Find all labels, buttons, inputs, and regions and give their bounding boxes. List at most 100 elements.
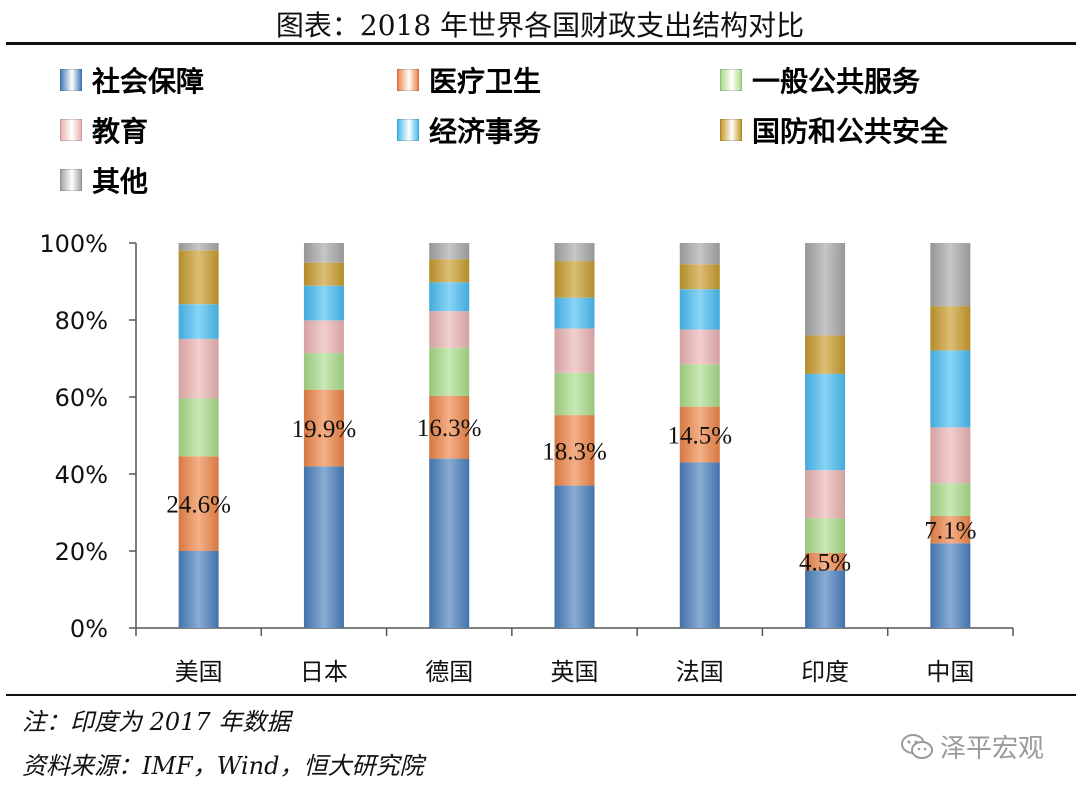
legend-swatch [720, 119, 742, 141]
x-tick-label: 印度 [801, 658, 849, 686]
legend-swatch [397, 69, 419, 91]
bar-segment [679, 462, 720, 628]
legend-item: 医疗卫生 [397, 60, 541, 100]
bar-segment [429, 259, 470, 283]
legend-swatch [60, 169, 82, 191]
bar-segment [679, 289, 720, 330]
bar-segment [178, 551, 219, 628]
legend-label: 一般公共服务 [752, 65, 921, 98]
y-tick-label: 60% [55, 384, 108, 412]
legend-label: 其他 [92, 165, 149, 198]
bar-segment [303, 285, 344, 321]
bar-segment [429, 395, 470, 459]
data-label: 19.9% [292, 416, 357, 443]
bar-segment [429, 243, 470, 260]
legend-swatch [60, 119, 82, 141]
bar-segment [554, 297, 595, 329]
bar-segment [303, 243, 344, 263]
x-tick-label: 法国 [676, 658, 724, 686]
bar-segment [930, 427, 971, 484]
bar-segment [679, 264, 720, 290]
bar-segment [930, 483, 971, 516]
bar-segment [303, 353, 344, 390]
bar-segment [429, 458, 470, 628]
bar-segment [178, 456, 219, 551]
data-label: 4.5% [799, 550, 851, 577]
bar-segment [303, 320, 344, 354]
bar-segment [554, 372, 595, 416]
bar-segment [679, 406, 720, 463]
bar-segment [930, 306, 971, 351]
legend-item: 其他 [60, 160, 148, 200]
y-tick-label: 80% [55, 307, 108, 335]
legend-label: 医疗卫生 [429, 65, 542, 98]
bar-segment [930, 350, 971, 428]
legend-label: 教育 [92, 115, 149, 148]
bar-segment [805, 518, 846, 553]
y-tick-label: 0% [70, 615, 108, 643]
y-tick-label: 40% [55, 461, 108, 489]
legend-swatch [60, 69, 82, 91]
bar-segment [178, 250, 219, 305]
top-rule [6, 42, 1076, 45]
x-tick-label: 中国 [926, 658, 974, 686]
bar-segment [805, 470, 846, 519]
bottom-rule [6, 694, 1076, 696]
data-label: 16.3% [417, 415, 482, 442]
legend-item: 一般公共服务 [720, 60, 920, 100]
chart-note: 注：印度为 2017 年数据 [22, 708, 291, 736]
legend-item: 国防和公共安全 [720, 110, 948, 150]
bar-segment [178, 243, 219, 251]
watermark: 泽平宏观 [900, 728, 1044, 765]
bar-segment [178, 304, 219, 339]
bar-segment [178, 338, 219, 399]
legend-label: 社会保障 [92, 65, 205, 98]
x-tick-label: 美国 [175, 658, 223, 686]
wechat-icon [900, 733, 933, 759]
bar-segment [805, 243, 846, 336]
bar-segment [303, 466, 344, 628]
bar-segment [805, 552, 846, 571]
bar-segment [429, 311, 470, 348]
x-tick-label: 德国 [425, 658, 473, 686]
bar-segment [303, 262, 344, 286]
bar-segment [554, 415, 595, 486]
bar-segment [679, 364, 720, 407]
bar-segment [303, 389, 344, 467]
bar-segment [930, 543, 971, 628]
bar-segment [554, 485, 595, 628]
stacked-bar-chart: 0% 20% 40% 60% 80% 100% 美国 日本 德国 英国 法国 印度 中国 24.6% 19.… [39, 230, 1014, 686]
data-label: 24.6% [166, 492, 231, 519]
x-tick-label: 日本 [300, 658, 348, 686]
y-tick-label: 100% [39, 230, 108, 258]
bar-segment [429, 347, 470, 396]
chart-title: 图表：2018 年世界各国财政支出结构对比 [275, 9, 805, 42]
y-tick-label: 20% [55, 538, 108, 566]
chart-source: 资料来源：IMF，Wind，恒大研究院 [22, 752, 424, 780]
bar-segment [554, 261, 595, 298]
chart-legend: 社会保障 医疗卫生 一般公共服务教育 经济事务 国防和公共安全其他 [60, 60, 1070, 210]
watermark-text: 泽平宏观 [939, 734, 1044, 764]
bar-segment [554, 328, 595, 373]
bar-segment [930, 243, 971, 307]
legend-swatch [720, 69, 742, 91]
legend-swatch [397, 119, 419, 141]
bar-segment [429, 282, 470, 312]
bar-segment [679, 329, 720, 365]
legend-item: 社会保障 [60, 60, 204, 100]
bar-segment [805, 335, 846, 374]
bar-segment [805, 373, 846, 471]
bar-segment [805, 570, 846, 628]
legend-item: 经济事务 [397, 110, 541, 150]
legend-label: 国防和公共安全 [752, 115, 949, 148]
data-label: 7.1% [924, 518, 976, 545]
data-label: 18.3% [542, 438, 607, 465]
bar-segment [554, 243, 595, 262]
legend-item: 教育 [60, 110, 148, 150]
bar-segment [178, 398, 219, 457]
bar-segment [679, 243, 720, 265]
data-label: 14.5% [667, 423, 732, 450]
legend-label: 经济事务 [429, 115, 542, 148]
bar-segment [930, 515, 971, 544]
x-tick-label: 英国 [551, 658, 599, 686]
